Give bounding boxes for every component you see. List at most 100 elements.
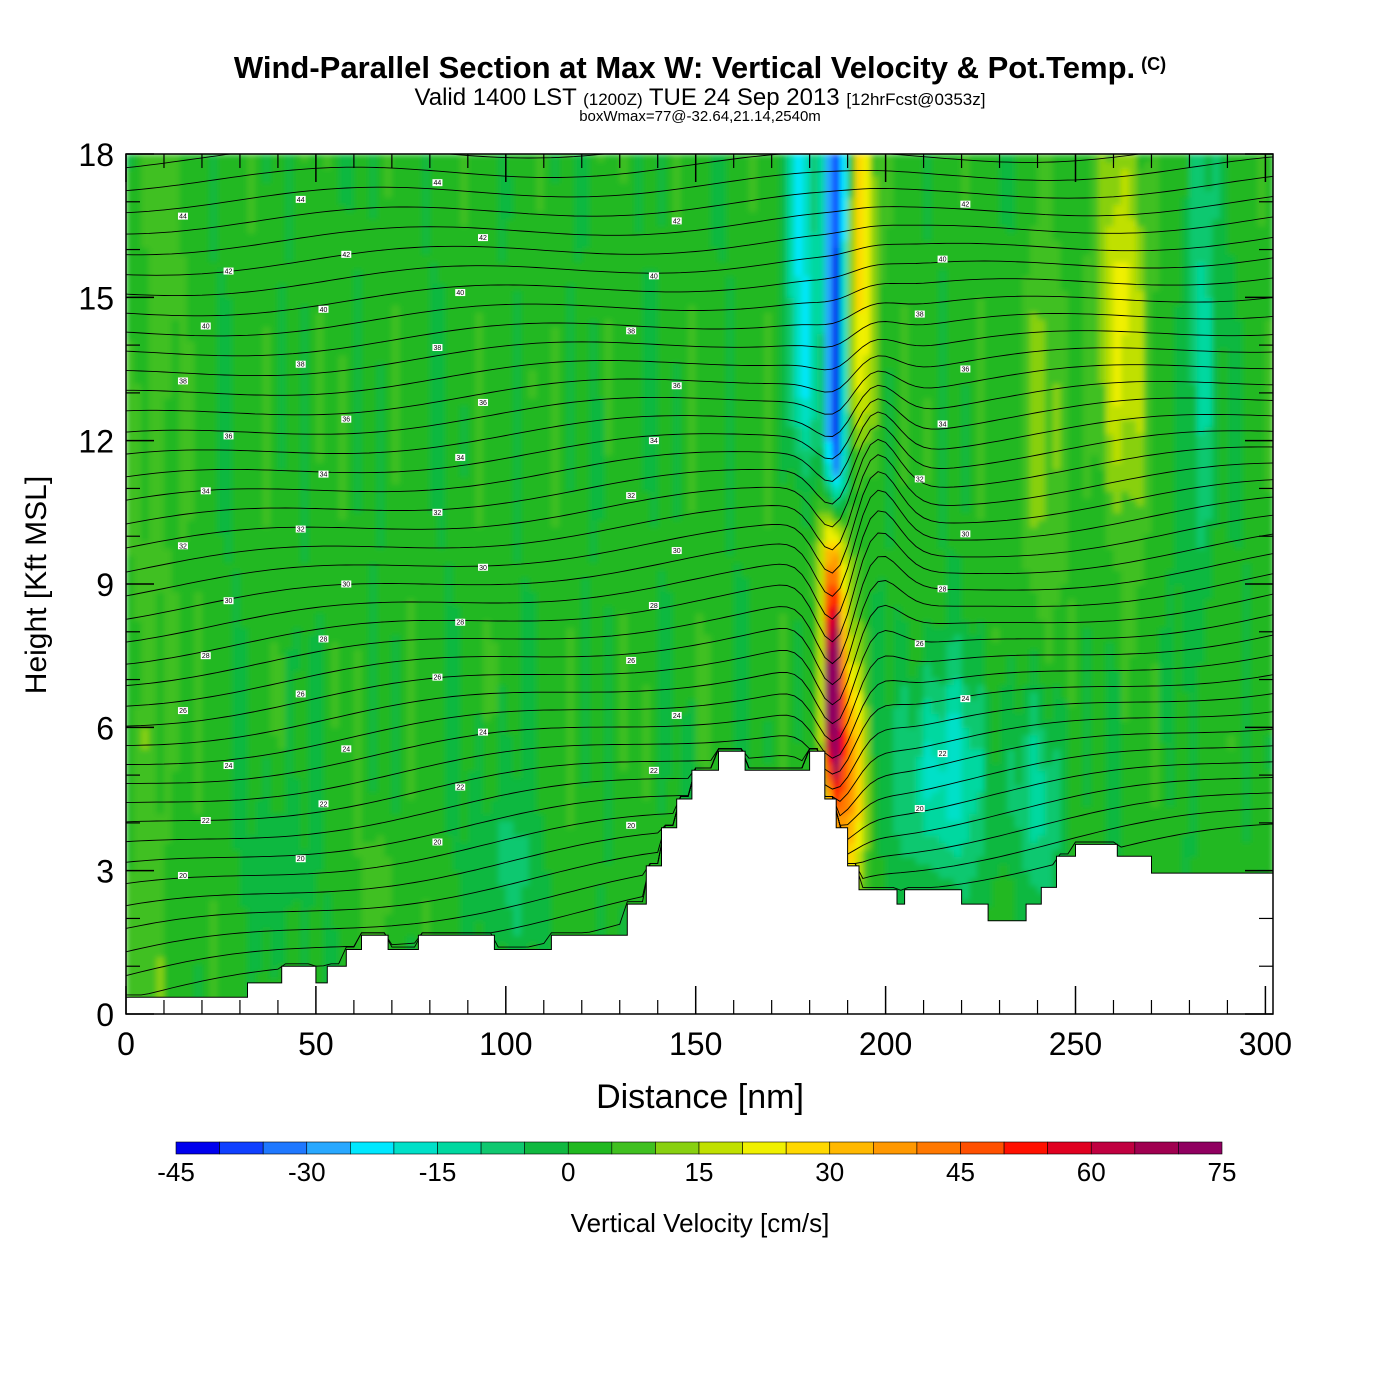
field-cell (377, 391, 385, 399)
field-cell (263, 362, 271, 370)
field-cell (308, 290, 316, 298)
field-cell (270, 340, 278, 348)
field-cell (263, 262, 271, 270)
field-cell (164, 641, 172, 649)
field-cell (210, 348, 218, 356)
field-cell (179, 899, 187, 907)
field-cell (179, 885, 187, 893)
field-cell (316, 899, 324, 907)
field-cell (354, 670, 362, 678)
field-cell (384, 756, 392, 764)
field-cell (331, 441, 339, 449)
field-cell (422, 469, 430, 477)
field-cell (407, 505, 415, 513)
field-cell (346, 792, 354, 800)
field-cell (156, 591, 164, 599)
field-cell (301, 649, 309, 657)
field-cell (187, 921, 195, 929)
field-cell (430, 362, 438, 370)
field-cell (369, 269, 377, 277)
field-cell (248, 649, 256, 657)
field-cell (210, 391, 218, 399)
field-cell (202, 663, 210, 671)
field-cell (270, 555, 278, 563)
field-cell (430, 219, 438, 227)
field-cell (392, 520, 400, 528)
field-cell (149, 978, 157, 986)
field-cell (225, 383, 233, 391)
field-cell (346, 706, 354, 714)
field-cell (217, 240, 225, 248)
field-cell (293, 240, 301, 248)
field-cell (422, 649, 430, 657)
field-cell (240, 749, 248, 757)
field-cell (248, 548, 256, 556)
field-cell (339, 448, 347, 456)
field-cell (141, 935, 149, 943)
field-cell (339, 670, 347, 678)
field-cell (361, 864, 369, 872)
field-cell (422, 312, 430, 320)
field-cell (437, 799, 445, 807)
field-cell (172, 326, 180, 334)
field-cell (225, 971, 233, 979)
field-cell (248, 570, 256, 578)
field-cell (286, 254, 294, 262)
field-cell (156, 663, 164, 671)
field-cell (149, 412, 157, 420)
field-cell (149, 706, 157, 714)
field-cell (255, 219, 263, 227)
field-cell (225, 914, 233, 922)
field-cell (331, 233, 339, 241)
field-cell (415, 885, 423, 893)
field-cell (407, 892, 415, 900)
field-cell (156, 376, 164, 384)
field-cell (316, 577, 324, 585)
field-cell (301, 398, 309, 406)
field-cell (156, 398, 164, 406)
field-cell (172, 362, 180, 370)
field-cell (263, 821, 271, 829)
field-cell (141, 240, 149, 248)
field-cell (179, 770, 187, 778)
field-cell (437, 813, 445, 821)
field-cell (217, 477, 225, 485)
field-cell (407, 254, 415, 262)
field-cell (232, 957, 240, 965)
field-cell (301, 491, 309, 499)
field-cell (331, 154, 339, 162)
field-cell (248, 484, 256, 492)
field-cell (407, 340, 415, 348)
field-cell (354, 634, 362, 642)
field-cell (286, 383, 294, 391)
field-cell (187, 942, 195, 950)
field-cell (437, 699, 445, 707)
field-cell (164, 821, 172, 829)
field-cell (187, 964, 195, 972)
field-cell (141, 713, 149, 721)
field-cell (164, 684, 172, 692)
field-cell (323, 190, 331, 198)
field-cell (248, 305, 256, 313)
field-cell (164, 276, 172, 284)
field-cell (126, 899, 134, 907)
field-cell (156, 383, 164, 391)
field-cell (323, 376, 331, 384)
field-cell (369, 391, 377, 399)
field-cell (415, 684, 423, 692)
field-cell (422, 290, 430, 298)
field-cell (369, 484, 377, 492)
field-cell (232, 333, 240, 341)
field-cell (217, 864, 225, 872)
field-cell (232, 376, 240, 384)
field-cell (156, 885, 164, 893)
field-cell (369, 527, 377, 535)
field-cell (278, 233, 286, 241)
field-cell (430, 634, 438, 642)
field-cell (346, 914, 354, 922)
field-cell (392, 276, 400, 284)
field-cell (202, 570, 210, 578)
field-cell (141, 262, 149, 270)
field-cell (361, 262, 369, 270)
field-cell (346, 885, 354, 893)
